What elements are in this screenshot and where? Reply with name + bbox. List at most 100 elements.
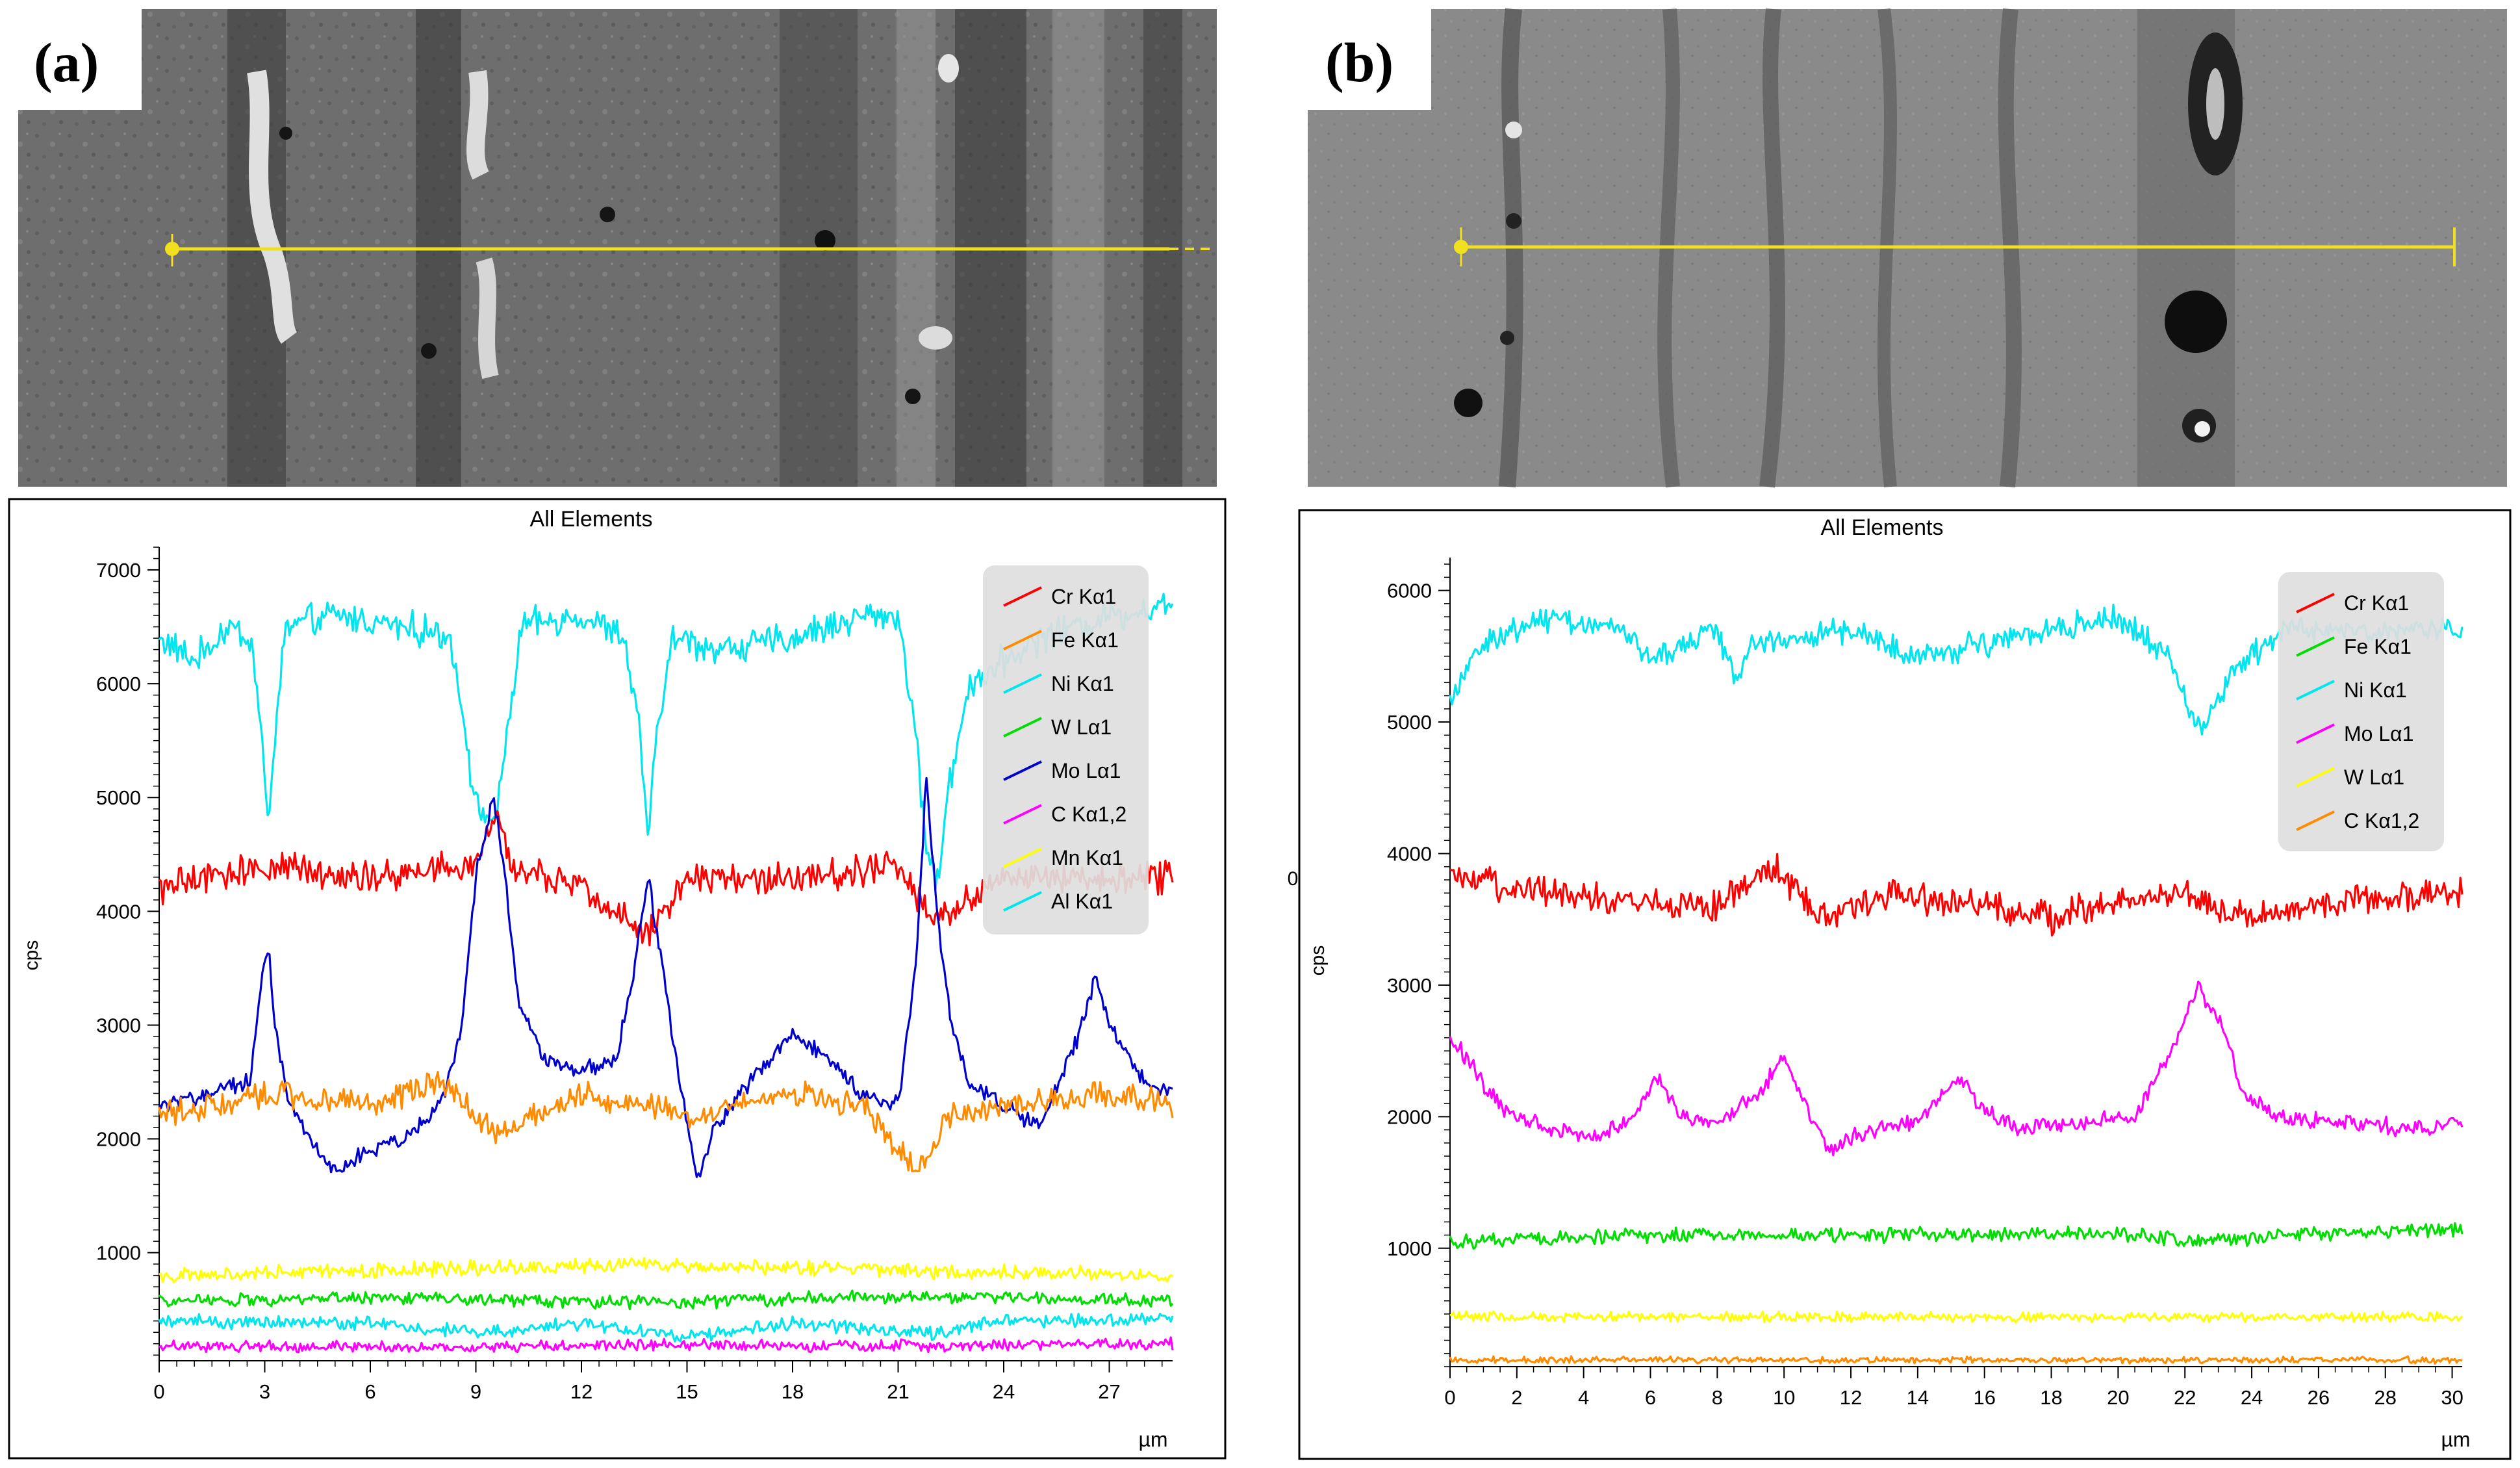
legend-swatch: [2296, 767, 2335, 788]
x-tick-label: 6: [364, 1380, 375, 1403]
x-tick-label: 10: [1773, 1386, 1795, 1409]
x-tick-label: 3: [259, 1380, 270, 1403]
legend-swatch: [1003, 630, 1042, 650]
x-tick-label: 28: [2374, 1386, 2396, 1409]
series-line-al-k-1: [158, 1312, 1174, 1343]
legend-label: Ni Kα1: [2344, 678, 2407, 702]
x-tick-label: 30: [2441, 1386, 2463, 1409]
chart-title-a: All Elements: [530, 507, 653, 532]
x-tick-label: 9: [470, 1380, 481, 1403]
line-scan-a: [165, 234, 1210, 266]
legend-label: Cr Kα1: [1051, 585, 1116, 608]
legend-label: Cr Kα1: [2344, 591, 2409, 615]
label-bg-a: [18, 9, 142, 110]
x-tick-label: 12: [1840, 1386, 1862, 1409]
y-tick-label: 3000: [96, 1014, 141, 1037]
x-tick-label: 15: [676, 1380, 698, 1403]
x-tick-label: 6: [1645, 1386, 1656, 1409]
x-axis-label-b: µm: [2441, 1428, 2470, 1451]
x-tick-label: 26: [2308, 1386, 2330, 1409]
legend-label: Fe Kα1: [1051, 628, 1119, 652]
x-tick-label: 21: [887, 1380, 909, 1403]
panel-label-b: (b): [1325, 31, 1394, 94]
chart-title-b: All Elements: [1821, 515, 1944, 540]
series-line-cr-k-1: [1449, 853, 2463, 937]
label-bg-b: [1308, 9, 1431, 110]
x-tick-label: 27: [1098, 1380, 1120, 1403]
x-tick-label: 12: [570, 1380, 592, 1403]
x-tick-label: 16: [1973, 1386, 1995, 1409]
x-tick-label: 18: [2040, 1386, 2062, 1409]
series-line-mo-l-1: [158, 777, 1173, 1178]
x-tick-label: 4: [1578, 1386, 1589, 1409]
y-tick-label: 1000: [1387, 1237, 1432, 1260]
y-tick-label: 6000: [1387, 580, 1432, 602]
y-tick-label: 2000: [96, 1128, 141, 1151]
series-line-fe-k-1: [1449, 1222, 2463, 1250]
legend-swatch: [2296, 593, 2335, 613]
x-tick-label: 18: [782, 1380, 804, 1403]
series-line-c-k-1-2: [159, 1336, 1174, 1354]
series-line-fe-k-1: [158, 1070, 1174, 1173]
legend-label: Al Kα1: [1051, 890, 1113, 913]
x-tick-label: 0: [1444, 1386, 1455, 1409]
y-tick-label: 5000: [96, 786, 141, 809]
y-tick-label: 4000: [96, 900, 141, 923]
y-tick-label: 2000: [1387, 1105, 1432, 1128]
plot-area-b: 0 2 4 6 8 10 12 14 16 18 20 22 24 26 28 301000200030004…: [1387, 558, 2463, 1409]
legend-label: W Lα1: [2344, 766, 2404, 789]
legend-swatch: [1003, 760, 1042, 781]
legend-label: Mo Lα1: [2344, 722, 2413, 745]
legend-swatch: [1003, 717, 1042, 738]
x-tick-label: 8: [1712, 1386, 1723, 1409]
series-line-c-k-1-2: [1449, 1355, 2463, 1365]
legend-swatch: [1003, 847, 1042, 868]
series-line-w-l-1: [158, 1289, 1174, 1311]
y-tick-label: 5000: [1387, 711, 1432, 734]
y-tick-label: 3000: [1387, 974, 1432, 997]
legend-label: C Kα1,2: [2344, 809, 2419, 832]
legend-swatch: [1003, 673, 1042, 694]
x-tick-label: 24: [993, 1380, 1015, 1403]
y-axis-label-b: cps: [1307, 946, 1329, 976]
series-line-w-l-1: [1449, 1310, 2463, 1324]
x-axis-label-a: µm: [1138, 1428, 1167, 1451]
legend-label: W Lα1: [1051, 715, 1112, 739]
series-line-mo-l-1: [1449, 980, 2463, 1157]
legend-swatch: [1003, 891, 1042, 912]
side-label-b: 0: [1288, 868, 1299, 890]
x-tick-label: 2: [1511, 1386, 1522, 1409]
y-axis-label-a: cps: [21, 940, 42, 971]
legend-label: Ni Kα1: [1051, 672, 1114, 695]
chart-a: All Elements cps µm 0 3 6 9 12 15 18 21 24 27 1000…: [21, 507, 1174, 1451]
legend-box-b: [2278, 572, 2444, 851]
y-tick-label: 1000: [96, 1242, 141, 1265]
legend-label: C Kα1,2: [1051, 803, 1126, 826]
x-tick-label: 0: [153, 1380, 164, 1403]
x-tick-label: 24: [2241, 1386, 2263, 1409]
legend-swatch: [2296, 680, 2335, 701]
x-tick-label: 20: [2107, 1386, 2129, 1409]
y-tick-label: 7000: [96, 559, 141, 582]
legend-label: Mo Lα1: [1051, 759, 1121, 782]
y-tick-label: 6000: [96, 673, 141, 695]
legend-swatch: [1003, 804, 1042, 825]
x-tick-label: 22: [2174, 1386, 2196, 1409]
x-tick-label: 14: [1907, 1386, 1929, 1409]
legend-items-b: Cr Kα1 Fe Kα1 Ni Kα1 Mo Lα1 W Lα1 C Kα1,2: [2296, 591, 2419, 832]
chart-b: All Elements cps 0 µm 0 2 4 6 8 10 12 14 16 18 20 2…: [1288, 515, 2471, 1451]
legend-a: Cr Kα1 Fe Kα1 Ni Kα1 W Lα1 Mo Lα1 C Kα1,2 Mn K…: [983, 565, 1149, 934]
legend-b: Cr Kα1 Fe Kα1 Ni Kα1 Mo Lα1 W Lα1 C Kα1,2: [2278, 572, 2444, 851]
legend-label: Fe Kα1: [2344, 635, 2412, 658]
legend-label: Mn Kα1: [1051, 846, 1123, 869]
legend-swatch: [2296, 810, 2335, 831]
legend-swatch: [1003, 586, 1042, 607]
series-line-mn-k-1: [159, 1257, 1173, 1283]
legend-swatch: [2296, 723, 2335, 744]
panel-label-a: (a): [34, 31, 99, 94]
line-scan-b: [1454, 227, 2456, 266]
y-tick-label: 4000: [1387, 842, 1432, 865]
legend-items-a: Cr Kα1 Fe Kα1 Ni Kα1 W Lα1 Mo Lα1 C Kα1,2 Mn K…: [1003, 585, 1126, 913]
legend-box-a: [983, 565, 1149, 934]
